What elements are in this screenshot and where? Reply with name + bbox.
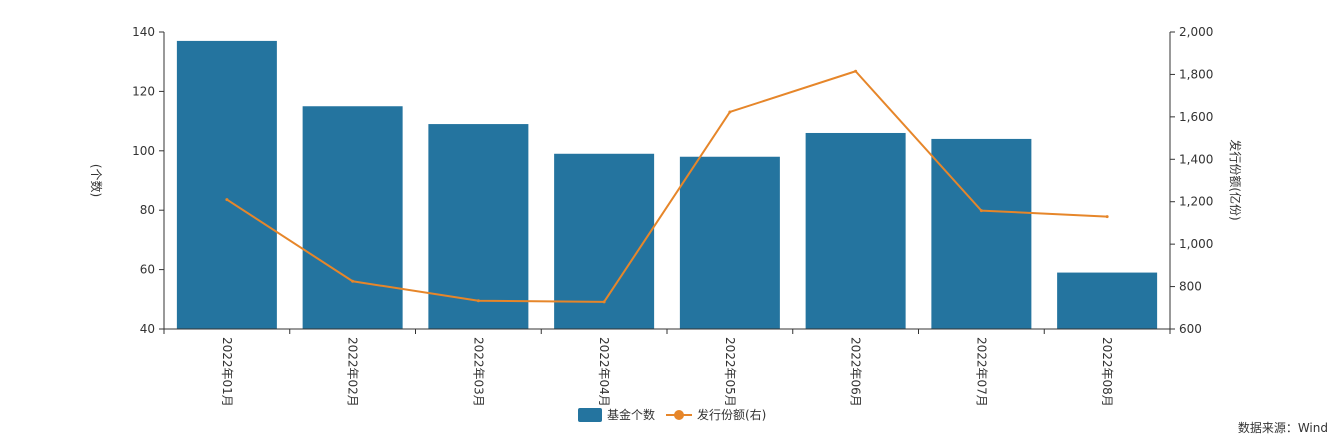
bar[interactable] [805, 132, 906, 329]
right-tick-label: 1,600 [1179, 110, 1213, 124]
legend-bar-label: 基金个数 [607, 407, 655, 422]
right-axis-title: 发行份额(亿份) [1228, 139, 1243, 220]
right-tick-label: 2,000 [1179, 25, 1213, 39]
right-tick-label: 800 [1179, 280, 1202, 294]
x-category-label: 2022年03月 [471, 337, 485, 407]
left-tick-label: 140 [132, 25, 155, 39]
x-category-label: 2022年02月 [346, 337, 360, 407]
line-point[interactable] [728, 110, 732, 114]
line-point[interactable] [476, 299, 480, 303]
left-tick-label: 100 [132, 144, 155, 158]
x-category-label: 2022年07月 [974, 337, 988, 407]
source-note: 数据来源：Wind [1237, 421, 1328, 435]
left-axis-title: (个数) [89, 164, 104, 197]
bar[interactable] [176, 40, 277, 329]
bar[interactable] [679, 156, 780, 329]
x-category-label: 2022年06月 [849, 337, 863, 407]
bar[interactable] [1057, 272, 1158, 329]
x-category-label: 2022年08月 [1100, 337, 1114, 407]
line-series-path[interactable] [226, 70, 1108, 303]
right-tick-label: 1,400 [1179, 152, 1213, 166]
x-category-label: 2022年04月 [597, 337, 611, 407]
left-tick-label: 80 [140, 203, 155, 217]
line-series-group [225, 69, 1109, 304]
left-tick-label: 60 [140, 263, 155, 277]
line-point[interactable] [351, 279, 355, 283]
bars-group [176, 40, 1158, 329]
bar[interactable] [302, 106, 403, 329]
right-tick-label: 1,800 [1179, 67, 1213, 81]
legend[interactable]: 基金个数 发行份额(右) [578, 407, 766, 422]
right-tick-label: 1,200 [1179, 195, 1213, 209]
right-tick-label: 600 [1179, 322, 1202, 336]
x-category-label: 2022年01月 [220, 337, 234, 407]
x-category-label: 2022年05月 [723, 337, 737, 407]
legend-line-label: 发行份额(右) [697, 407, 766, 422]
line-point[interactable] [225, 198, 229, 202]
line-point[interactable] [854, 69, 858, 73]
bar[interactable] [428, 124, 529, 329]
right-tick-label: 1,000 [1179, 237, 1213, 251]
line-point[interactable] [979, 209, 983, 213]
line-point[interactable] [1105, 215, 1109, 219]
bar[interactable] [554, 153, 655, 329]
legend-line-marker [674, 410, 684, 420]
line-point[interactable] [602, 300, 606, 304]
left-tick-label: 120 [132, 84, 155, 98]
left-tick-label: 40 [140, 322, 155, 336]
legend-bar-swatch [578, 408, 602, 422]
bar[interactable] [931, 138, 1032, 329]
axes-group: 40 60 80 100 120 140 600 800 1,000 1,200 1,400 1,60… [89, 25, 1243, 407]
